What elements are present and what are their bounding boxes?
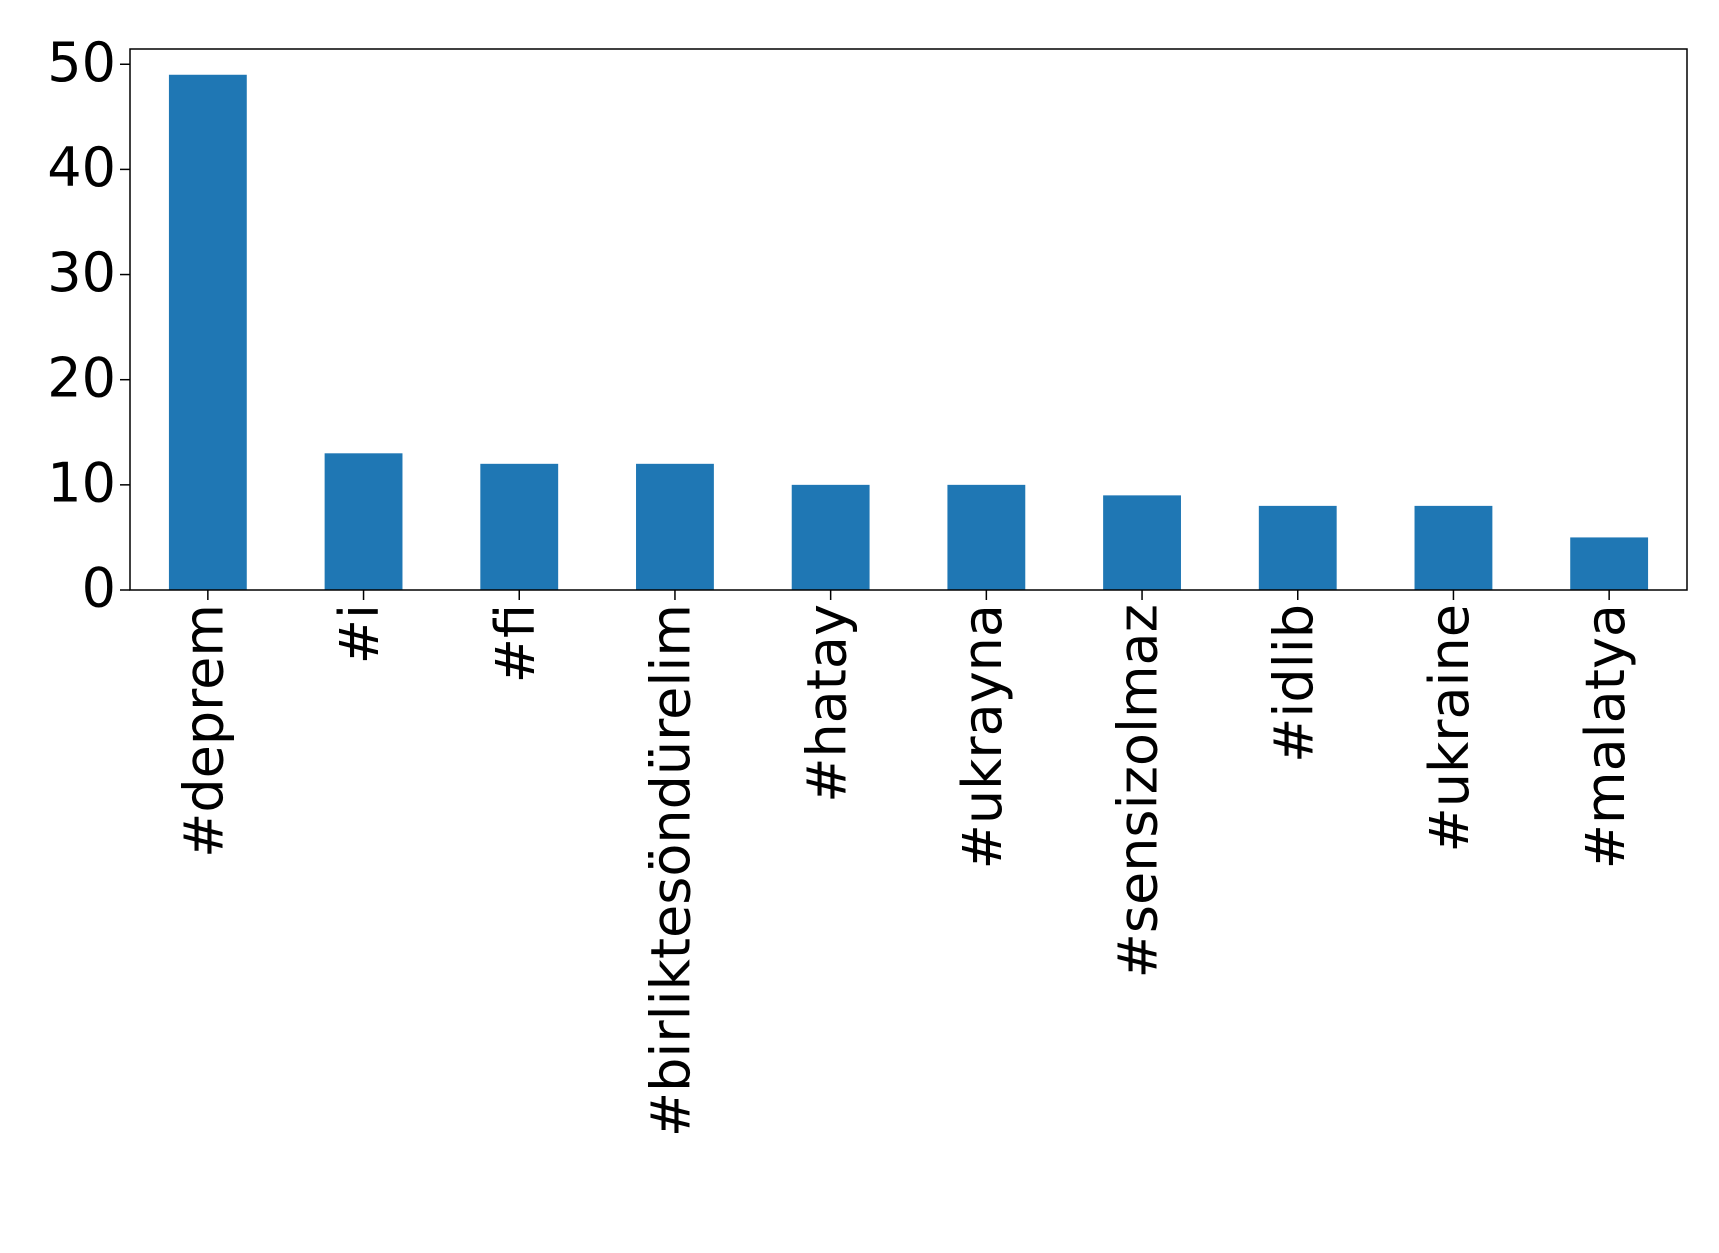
x-tick-label: #fi — [484, 604, 547, 683]
plot-frame — [129, 48, 1688, 591]
y-tick-label: 10 — [47, 451, 116, 514]
x-tick-label: #i — [328, 604, 391, 664]
bar — [1258, 505, 1337, 590]
x-tick-label: #birliktesöndürelim — [640, 604, 703, 1137]
x-tick-label: #malatya — [1574, 604, 1637, 869]
x-tick-label: #hatay — [795, 604, 858, 803]
bar — [1570, 537, 1649, 590]
y-tick-label: 30 — [47, 241, 116, 304]
y-tick-label: 50 — [47, 31, 116, 94]
x-tick-label: #deprem — [172, 604, 235, 858]
y-tick-label: 20 — [47, 346, 116, 409]
bar — [480, 463, 559, 590]
y-tick-label: 0 — [82, 557, 116, 620]
x-tick-label: #ukraine — [1418, 604, 1481, 852]
bar — [1414, 505, 1493, 590]
bar — [168, 74, 247, 590]
bar — [791, 484, 870, 590]
bar — [947, 484, 1026, 590]
y-tick-label: 40 — [47, 136, 116, 199]
x-tick-label: #sensizolmaz — [1107, 604, 1170, 978]
bar — [636, 463, 714, 590]
x-tick-label: #idlib — [1262, 604, 1325, 763]
bar — [1103, 495, 1181, 590]
x-tick-label: #ukrayna — [951, 604, 1014, 869]
bar — [324, 453, 403, 590]
